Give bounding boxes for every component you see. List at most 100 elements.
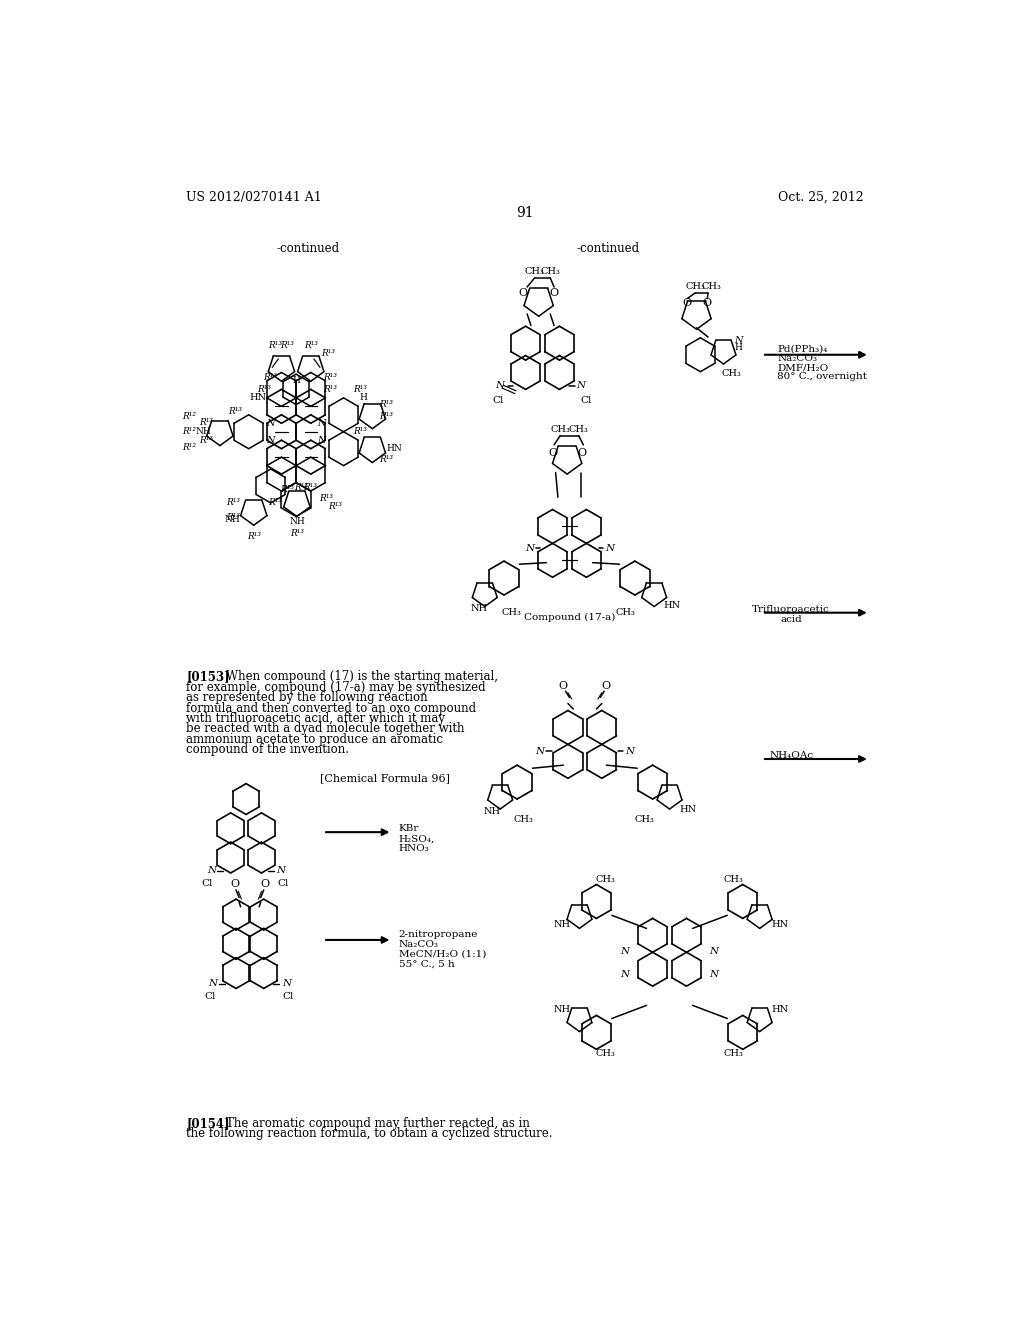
Text: R¹³: R¹³ — [329, 502, 342, 511]
Text: N: N — [621, 946, 630, 956]
Text: N: N — [283, 979, 292, 989]
Text: HN: HN — [250, 393, 267, 403]
Text: When compound (17) is the starting material,: When compound (17) is the starting mater… — [226, 671, 498, 684]
Text: R¹³: R¹³ — [257, 385, 271, 393]
Text: R¹³: R¹³ — [304, 342, 317, 350]
Text: CH₃: CH₃ — [596, 1049, 615, 1059]
Text: R¹³: R¹³ — [281, 484, 295, 494]
Text: R¹³: R¹³ — [228, 407, 242, 416]
Text: N: N — [209, 979, 217, 989]
Text: 80° C., overnight: 80° C., overnight — [777, 372, 867, 381]
Text: O: O — [602, 681, 611, 690]
Text: Pd(PPh₃)₄: Pd(PPh₃)₄ — [777, 345, 827, 354]
Text: CH₃: CH₃ — [525, 267, 545, 276]
Text: R¹²: R¹² — [182, 428, 197, 436]
Text: N: N — [496, 381, 505, 389]
Text: R¹³: R¹³ — [323, 385, 337, 393]
Text: [0154]: [0154] — [186, 1117, 229, 1130]
Text: compound of the invention.: compound of the invention. — [186, 743, 349, 756]
Text: N: N — [525, 544, 534, 553]
Text: H₂SO₄,: H₂SO₄, — [398, 834, 435, 843]
Text: R¹³: R¹³ — [379, 412, 393, 421]
Text: Cl: Cl — [278, 879, 289, 888]
Text: CH₃: CH₃ — [541, 267, 560, 276]
Text: N: N — [577, 381, 586, 389]
Text: N: N — [207, 866, 216, 875]
Text: Oct. 25, 2012: Oct. 25, 2012 — [778, 190, 863, 203]
Text: O: O — [548, 447, 557, 458]
Text: CH₃: CH₃ — [615, 609, 636, 618]
Text: R¹³: R¹³ — [353, 385, 368, 393]
Text: CH₃: CH₃ — [513, 814, 534, 824]
Text: HN: HN — [771, 1005, 788, 1014]
Text: NH: NH — [224, 515, 240, 524]
Text: N: N — [625, 747, 634, 756]
Text: CH₃: CH₃ — [550, 425, 570, 434]
Text: H: H — [735, 343, 742, 352]
Text: N: N — [317, 436, 326, 445]
Text: CH₃: CH₃ — [502, 609, 521, 618]
Text: as represented by the following reaction: as represented by the following reaction — [186, 692, 428, 705]
Text: R¹³: R¹³ — [263, 372, 276, 381]
Text: NH: NH — [554, 1005, 571, 1014]
Text: [Chemical Formula 96]: [Chemical Formula 96] — [319, 774, 450, 783]
Text: R¹³: R¹³ — [379, 455, 393, 463]
Text: 2-nitropropane: 2-nitropropane — [398, 929, 478, 939]
Text: -continued: -continued — [577, 242, 640, 255]
Text: R¹³: R¹³ — [226, 498, 241, 507]
Text: O: O — [578, 447, 587, 458]
Text: DMF/H₂O: DMF/H₂O — [777, 363, 828, 372]
Text: R¹²: R¹² — [182, 412, 197, 421]
Text: for example, compound (17-a) may be synthesized: for example, compound (17-a) may be synt… — [186, 681, 485, 694]
Text: N: N — [266, 418, 275, 428]
Text: NH: NH — [471, 605, 487, 614]
Text: N: N — [266, 436, 275, 445]
Text: N: N — [710, 970, 719, 979]
Text: Compound (17-a): Compound (17-a) — [523, 612, 615, 622]
Text: O: O — [519, 288, 527, 298]
Text: CH₃: CH₃ — [724, 1049, 743, 1059]
Text: R¹³: R¹³ — [294, 483, 308, 491]
Text: R¹³: R¹³ — [303, 483, 316, 491]
Text: KBr: KBr — [398, 825, 419, 833]
Text: R¹³: R¹³ — [323, 374, 337, 381]
Text: R¹³: R¹³ — [268, 498, 283, 507]
Text: R¹³: R¹³ — [226, 513, 241, 521]
Text: NH: NH — [195, 428, 211, 436]
Text: CH₃: CH₃ — [635, 814, 655, 824]
Text: The aromatic compound may further reacted, as in: The aromatic compound may further reacte… — [226, 1117, 529, 1130]
Text: Cl: Cl — [204, 991, 216, 1001]
Text: Na₂CO₃: Na₂CO₃ — [398, 940, 438, 949]
Text: R¹³: R¹³ — [268, 342, 283, 350]
Text: the following reaction formula, to obtain a cyclized structure.: the following reaction formula, to obtai… — [186, 1127, 553, 1140]
Text: MeCN/H₂O (1:1): MeCN/H₂O (1:1) — [398, 950, 486, 958]
Text: R¹³: R¹³ — [281, 342, 295, 350]
Text: HNO₃: HNO₃ — [398, 845, 429, 854]
Text: HN: HN — [680, 805, 696, 813]
Text: CH₃: CH₃ — [596, 875, 615, 884]
Text: O: O — [261, 879, 270, 888]
Text: -continued: -continued — [276, 242, 339, 255]
Text: CH₃: CH₃ — [721, 370, 741, 379]
Text: Trifluoroacetic: Trifluoroacetic — [753, 605, 830, 614]
Text: R¹³: R¹³ — [353, 428, 368, 436]
Text: R¹³: R¹³ — [247, 532, 261, 541]
Text: 55° C., 5 h: 55° C., 5 h — [398, 960, 455, 969]
Text: N: N — [276, 866, 286, 875]
Text: Cl: Cl — [493, 396, 504, 405]
Text: with trifluoroacetic acid, after which it may: with trifluoroacetic acid, after which i… — [186, 711, 445, 725]
Text: O: O — [702, 298, 712, 308]
Text: be reacted with a dyad molecule together with: be reacted with a dyad molecule together… — [186, 722, 465, 735]
Text: 91: 91 — [516, 206, 534, 220]
Text: [0153]: [0153] — [186, 671, 229, 684]
Text: NH: NH — [289, 517, 305, 527]
Text: R¹³: R¹³ — [200, 437, 213, 445]
Text: NH: NH — [554, 920, 571, 929]
Text: H: H — [292, 376, 300, 385]
Text: R¹³: R¹³ — [321, 348, 335, 358]
Text: R¹³: R¹³ — [200, 418, 213, 426]
Text: HN: HN — [771, 920, 788, 929]
Text: NH₄OAc: NH₄OAc — [769, 751, 813, 760]
Text: HN: HN — [386, 445, 401, 453]
Text: Cl: Cl — [283, 991, 294, 1001]
